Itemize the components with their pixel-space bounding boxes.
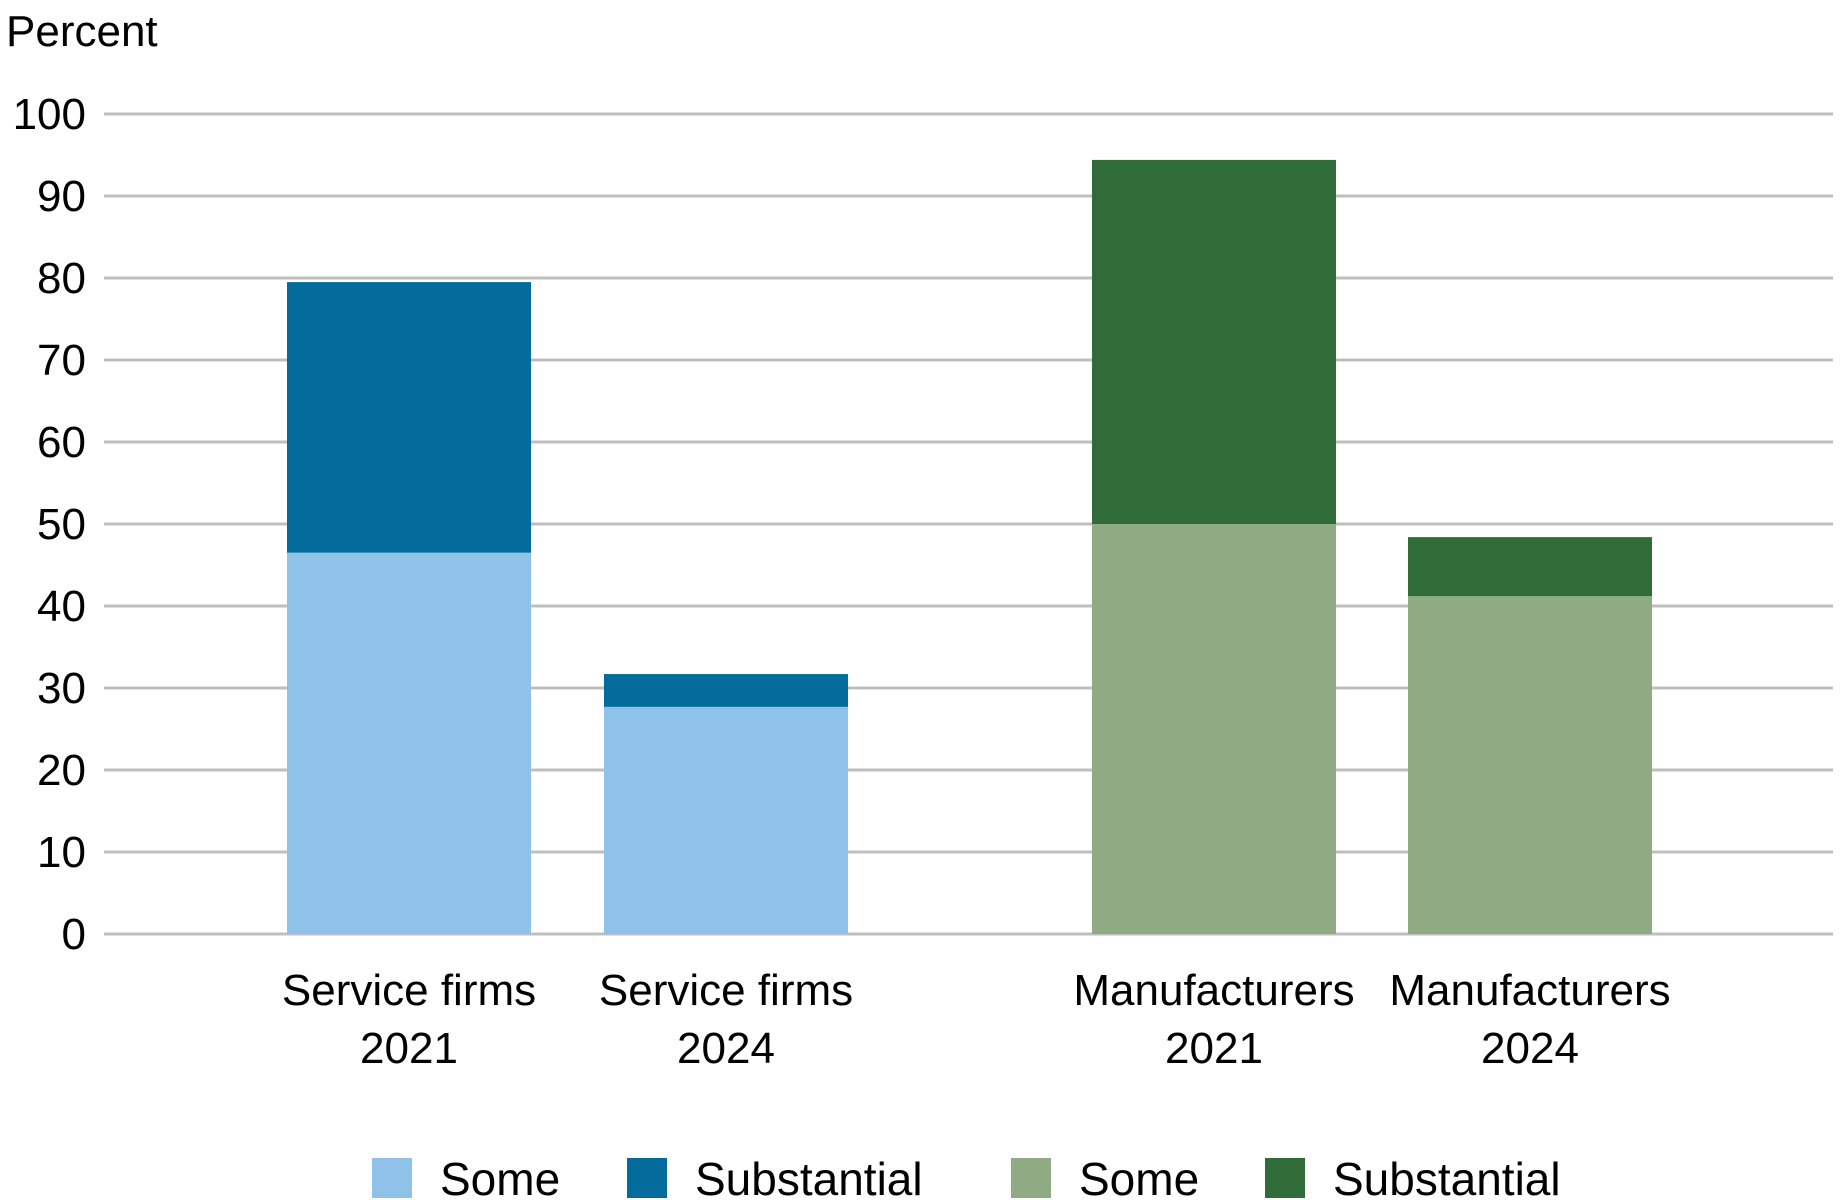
- x-tick-labels: Service firms 2021 Service firms 2024 Manufa…: [282, 966, 1671, 1073]
- legend-swatch: [1011, 1158, 1051, 1198]
- bar-segment-substantial: [1408, 537, 1652, 597]
- bars: [287, 159, 1652, 934]
- legend-swatch: [1265, 1158, 1305, 1198]
- x-tick-label: 2021: [360, 1024, 458, 1073]
- x-tick-label: Service firms: [599, 966, 853, 1015]
- bar-segment-substantial: [1092, 159, 1336, 525]
- bar-segment-some: [604, 706, 848, 934]
- legend-swatch: [372, 1158, 412, 1198]
- bar-segment-substantial: [287, 282, 531, 553]
- y-tick-label: 80: [37, 254, 86, 303]
- y-axis-label: Percent: [6, 7, 158, 56]
- y-tick-label: 30: [37, 664, 86, 713]
- y-tick-label: 50: [37, 500, 86, 549]
- x-tick-label: Service firms: [282, 966, 536, 1015]
- legend-label: Substantial: [1333, 1153, 1561, 1200]
- bar-segment-substantial: [604, 674, 848, 707]
- x-tick-label: Manufacturers: [1073, 966, 1354, 1015]
- legend-label: Substantial: [695, 1153, 923, 1200]
- x-tick-label: 2021: [1165, 1024, 1263, 1073]
- legend-label: Some: [440, 1153, 560, 1200]
- bar-segment-some: [1092, 524, 1336, 934]
- x-tick-label: Manufacturers: [1389, 966, 1670, 1015]
- y-tick-label: 0: [62, 910, 86, 959]
- x-tick-label: 2024: [677, 1024, 775, 1073]
- y-tick-label: 10: [37, 828, 86, 877]
- bar-segment-some: [287, 552, 531, 934]
- legend-label: Some: [1079, 1153, 1199, 1200]
- y-tick-label: 40: [37, 582, 86, 631]
- y-tick-labels: 0 10 20 30 40 50 60 70 80 90 100: [13, 90, 86, 959]
- y-tick-label: 60: [37, 418, 86, 467]
- bar-segment-some: [1408, 596, 1652, 934]
- y-tick-label: 90: [37, 172, 86, 221]
- legend-swatch: [627, 1158, 667, 1198]
- y-tick-label: 20: [37, 746, 86, 795]
- x-tick-label: 2024: [1481, 1024, 1579, 1073]
- legend: Some Substantial Some Substantial: [372, 1153, 1561, 1200]
- y-tick-label: 100: [13, 90, 86, 139]
- y-tick-label: 70: [37, 336, 86, 385]
